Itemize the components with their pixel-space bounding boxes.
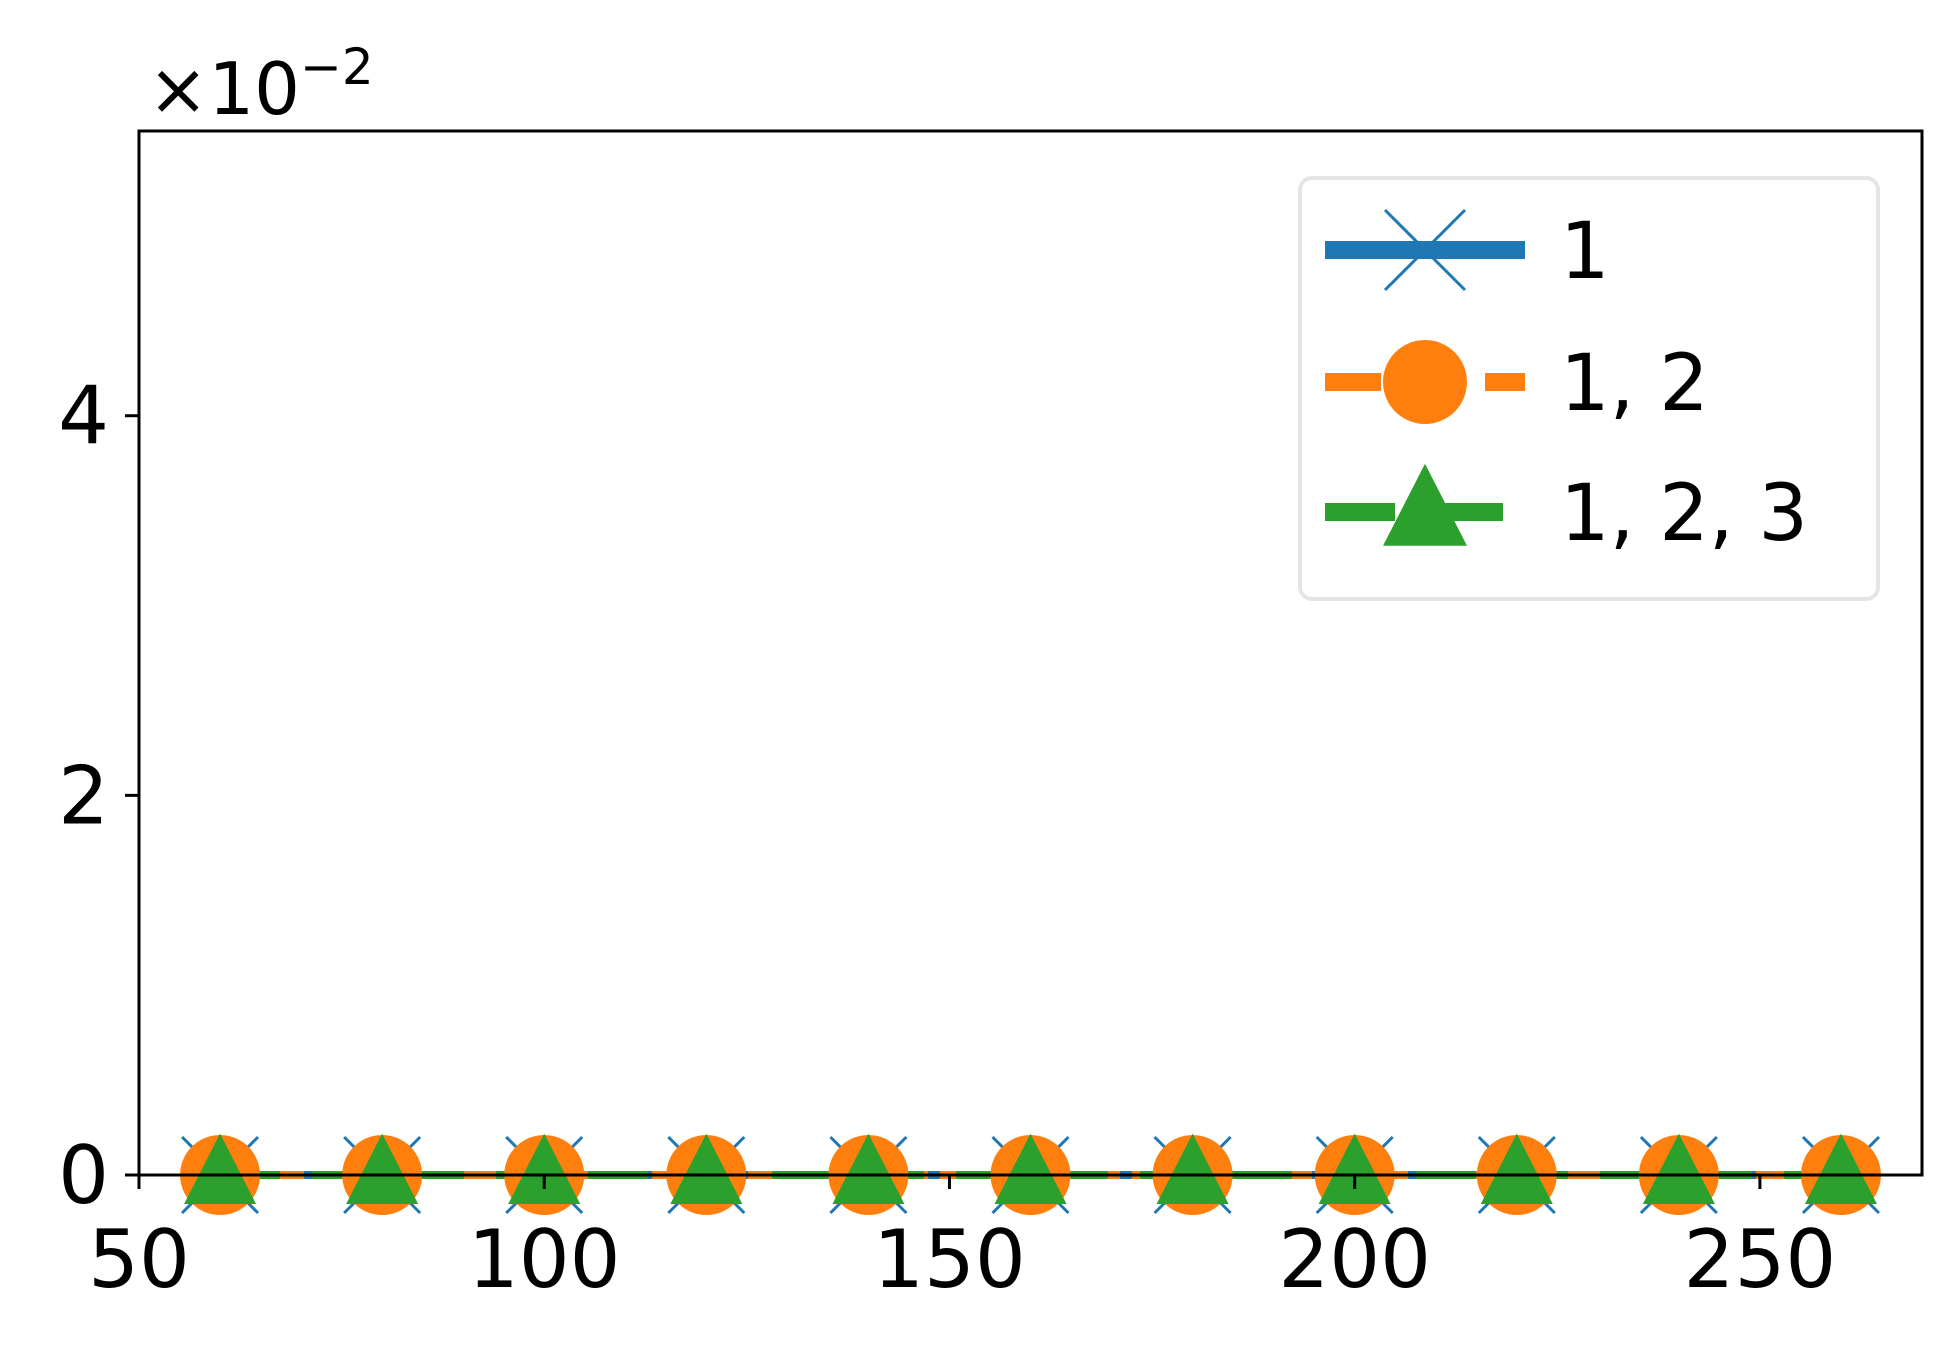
- x-tick-label: 250: [1684, 1213, 1837, 1306]
- series-3-point: [346, 1133, 419, 1204]
- legend: 1 1, 2 1, 2, 3: [1298, 176, 1880, 601]
- legend-frame: [1298, 176, 1880, 601]
- x-tick-label: 150: [873, 1213, 1026, 1306]
- y-offset-label: ×10−2: [148, 38, 374, 131]
- series-3-point: [1318, 1133, 1391, 1204]
- series-3-point: [508, 1133, 581, 1204]
- series-3-point: [1642, 1133, 1715, 1204]
- legend-label-1: 1: [1560, 207, 1610, 297]
- series-3-point: [1480, 1133, 1553, 1204]
- series-3-point: [832, 1133, 905, 1204]
- legend-marker-2: [1383, 340, 1467, 424]
- legend-label-2: 1, 2: [1560, 339, 1709, 429]
- x-tick-label: 50: [88, 1213, 190, 1306]
- series-3-point: [184, 1133, 257, 1204]
- y-offset-base: ×10: [148, 47, 300, 131]
- y-tick-label: 4: [58, 370, 109, 463]
- legend-marker-3: [1383, 463, 1467, 546]
- series-3-point: [1804, 1133, 1877, 1204]
- plot-frame: [137, 129, 1924, 1177]
- legend-label-3: 1, 2, 3: [1560, 469, 1808, 559]
- x-tick-label: 100: [468, 1213, 621, 1306]
- y-offset-exponent: −2: [300, 38, 374, 96]
- series-3-point: [1156, 1133, 1229, 1204]
- series-3-point: [994, 1133, 1067, 1204]
- y-tick-label: 2: [58, 749, 109, 842]
- legend-marker-1: [1383, 208, 1467, 292]
- y-tick-label: 0: [58, 1129, 109, 1222]
- series-3-point: [670, 1133, 743, 1204]
- axes: 50 100 150 200 250 0 2 4: [58, 370, 1836, 1306]
- x-tick-label: 200: [1278, 1213, 1431, 1306]
